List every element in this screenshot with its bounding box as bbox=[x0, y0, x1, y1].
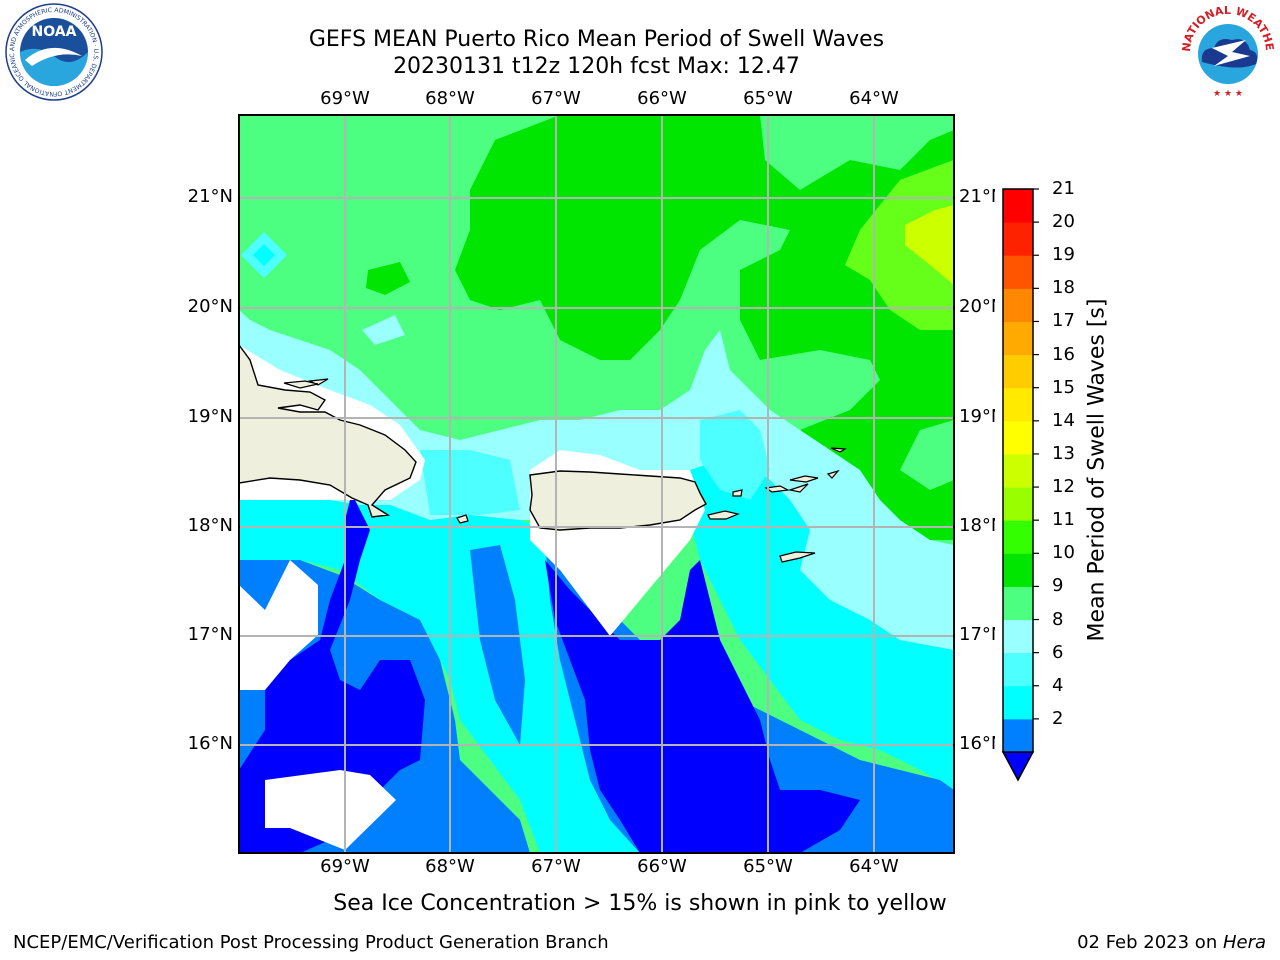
colorbar-swatch bbox=[1003, 685, 1033, 720]
contour-11-12 bbox=[845, 160, 954, 330]
map-border bbox=[238, 114, 955, 854]
colorbar-tick-label: 8 bbox=[1052, 608, 1064, 630]
land-hispaniola bbox=[239, 343, 417, 518]
colorbar-swatch bbox=[1003, 255, 1033, 289]
nws-logo: NATIONAL WEATHER SERVICE ★ ★ ★ bbox=[1176, 0, 1278, 102]
contour-6-8-east bbox=[690, 460, 954, 790]
colorbar-swatch bbox=[1003, 222, 1033, 256]
colorbar-tick-label: 17 bbox=[1052, 310, 1075, 332]
colorbar-label: Mean Period of Swell Waves [s] bbox=[1084, 298, 1110, 642]
colorbar-swatch bbox=[1003, 387, 1033, 422]
lat-tick-left: 17°N bbox=[187, 624, 233, 645]
land-virgin-islands bbox=[732, 447, 847, 497]
lat-tick-left: 20°N bbox=[187, 296, 233, 317]
lat-tick-right: 17°N bbox=[959, 624, 1005, 645]
lat-tick-left: 18°N bbox=[187, 515, 233, 536]
colorbar-swatch bbox=[1003, 453, 1033, 488]
colorbar-tick-label: 12 bbox=[1052, 476, 1075, 498]
colorbar-swatch bbox=[1003, 487, 1033, 521]
lat-tick-right: 18°N bbox=[959, 515, 1005, 536]
colorbar-swatch bbox=[1003, 288, 1033, 322]
lon-tick-top: 65°W bbox=[743, 88, 793, 109]
colorbar-swatch bbox=[1003, 321, 1033, 356]
colorbar-tick-label: 9 bbox=[1052, 575, 1064, 597]
lat-tick-right: 20°N bbox=[959, 296, 1005, 317]
chart-subtitle: 20230131 t12z 120h fcst Max: 12.47 bbox=[393, 54, 800, 79]
contour-6-8 bbox=[239, 500, 700, 853]
contour-10-11-patch bbox=[612, 118, 650, 145]
colorbar-swatch bbox=[1003, 189, 1033, 223]
contour-6-8-east-light bbox=[700, 410, 770, 500]
colorbar-swatch bbox=[1003, 652, 1033, 687]
colorbar-swatches bbox=[995, 180, 1043, 790]
colorbar-tick-label: 18 bbox=[1052, 277, 1075, 299]
host-text: Hera bbox=[1222, 932, 1266, 953]
lon-tick-top: 68°W bbox=[425, 88, 475, 109]
branch-credit: NCEP/EMC/Verification Post Processing Pr… bbox=[13, 932, 609, 953]
lat-tick-left: 16°N bbox=[187, 733, 233, 754]
colorbar-tick-label: 13 bbox=[1052, 442, 1075, 464]
lon-tick-top: 64°W bbox=[849, 88, 899, 109]
generation-date: 02 Feb 2023 on Hera bbox=[1077, 932, 1266, 953]
lat-tick-right: 16°N bbox=[959, 733, 1005, 754]
no-data-area bbox=[265, 770, 396, 850]
lon-tick-bottom: 66°W bbox=[637, 856, 687, 877]
colorbar-swatch bbox=[1003, 718, 1033, 753]
lat-tick-left: 21°N bbox=[187, 186, 233, 207]
colorbar-swatch bbox=[1003, 553, 1033, 587]
lon-tick-bottom: 64°W bbox=[849, 856, 899, 877]
colorbar-tick-label: 15 bbox=[1052, 376, 1075, 398]
lat-tick-right: 21°N bbox=[959, 186, 1005, 207]
lon-tick-bottom: 68°W bbox=[425, 856, 475, 877]
contour-12-13 bbox=[905, 205, 954, 285]
contour-8-9-patch bbox=[362, 315, 405, 345]
graticule bbox=[239, 115, 954, 853]
colorbar-tick-label: 20 bbox=[1052, 211, 1075, 233]
noaa-logo: NATIONAL OCEANIC AND ATMOSPHERIC ADMINIS… bbox=[0, 0, 103, 101]
contour-2-4-west bbox=[239, 500, 425, 853]
contour-6-8-west-light bbox=[420, 450, 520, 515]
lon-tick-top: 67°W bbox=[531, 88, 581, 109]
colorbar-tick-label: 10 bbox=[1052, 542, 1075, 564]
colorbar-tick-label: 6 bbox=[1052, 641, 1064, 663]
noaa-logo-text: NOAA bbox=[32, 24, 77, 40]
colorbar-swatch bbox=[1003, 354, 1033, 389]
contour-10-11-patch bbox=[366, 262, 410, 295]
lon-tick-top: 69°W bbox=[320, 88, 370, 109]
colorbar-tick-label: 19 bbox=[1052, 244, 1075, 266]
lat-tick-right: 19°N bbox=[959, 406, 1005, 427]
lon-tick-bottom: 65°W bbox=[743, 856, 793, 877]
colorbar-swatch bbox=[1003, 586, 1033, 621]
date-text: 02 Feb 2023 on bbox=[1077, 932, 1223, 953]
colorbar-tick-label: 16 bbox=[1052, 343, 1075, 365]
colorbar-tick-label: 2 bbox=[1052, 707, 1064, 729]
land-vieques bbox=[707, 510, 740, 520]
contour-spot-core bbox=[253, 244, 275, 266]
colorbar-tick-label: 11 bbox=[1052, 509, 1075, 531]
colorbar-swatch bbox=[1003, 619, 1033, 654]
lon-tick-bottom: 69°W bbox=[320, 856, 370, 877]
colorbar-swatch bbox=[1003, 520, 1033, 554]
colorbar-tick-label: 14 bbox=[1052, 409, 1075, 431]
contour-4-6-strip bbox=[470, 545, 525, 745]
lon-tick-bottom: 67°W bbox=[531, 856, 581, 877]
colorbar-tick-label: 21 bbox=[1052, 178, 1075, 199]
no-data-area bbox=[239, 560, 318, 690]
land-st-croix bbox=[779, 551, 816, 563]
land-mona-island bbox=[456, 514, 469, 524]
land-islet bbox=[283, 378, 329, 389]
colorbar-frame bbox=[1002, 188, 1034, 753]
svg-text:★ ★ ★: ★ ★ ★ bbox=[1213, 89, 1243, 99]
colorbar-tick-label: 4 bbox=[1052, 674, 1064, 696]
lat-tick-left: 19°N bbox=[187, 406, 233, 427]
lon-tick-top: 66°W bbox=[637, 88, 687, 109]
sea-ice-note: Sea Ice Concentration > 15% is shown in … bbox=[333, 891, 947, 916]
chart-title: GEFS MEAN Puerto Rico Mean Period of Swe… bbox=[308, 27, 885, 52]
contour-2-4-central bbox=[545, 560, 860, 853]
colorbar-swatch bbox=[1003, 420, 1033, 455]
